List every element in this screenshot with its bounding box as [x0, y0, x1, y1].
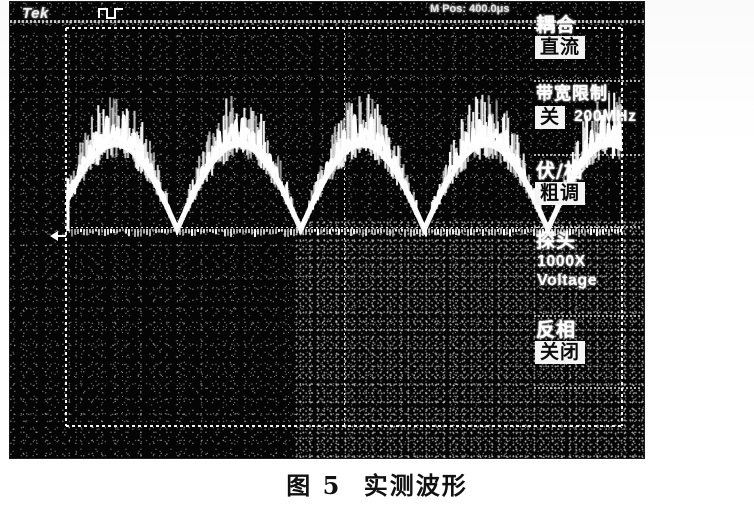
menu-divider	[534, 154, 642, 156]
scope-status-bar: Tek M Pos: 400.0μs	[10, 2, 644, 24]
menu-value-volts-per-div[interactable]: 粗调	[535, 181, 586, 205]
menu-value-invert[interactable]: 关闭	[535, 340, 586, 364]
horizontal-position-readout: M Pos: 400.0μs	[430, 3, 510, 15]
scope-side-menu: 耦合 直流 带宽限制 关 200MHz 伏/格 粗调	[532, 2, 644, 458]
trace-noise-spikes	[64, 92, 622, 219]
menu-value-row-volts-per-div[interactable]: 粗调	[532, 181, 644, 205]
caption-label: 图	[286, 471, 313, 500]
menu-label-bandwidth-limit: 带宽限制	[536, 84, 608, 104]
channel-1-ground-marker[interactable]	[50, 230, 66, 245]
caption-text: 实测波形	[363, 471, 468, 500]
trigger-ready-icon	[98, 6, 124, 20]
menu-label-volts-per-div: 伏/格	[536, 160, 584, 182]
menu-value-row-coupling[interactable]: 直流	[532, 35, 644, 59]
menu-item-bandwidth-limit[interactable]: 带宽限制 关 200MHz	[532, 84, 644, 129]
menu-value-bandwidth-limit[interactable]: 关	[535, 105, 566, 129]
menu-item-invert[interactable]: 反相 关闭	[532, 319, 644, 364]
menu-label-coupling: 耦合	[536, 14, 577, 36]
waveform-svg	[64, 92, 624, 237]
menu-value-coupling[interactable]: 直流	[535, 35, 586, 59]
tek-logo: Tek	[22, 5, 49, 22]
graticule-frame-bottom	[66, 425, 622, 427]
status-bar-divider	[10, 20, 644, 23]
figure-caption: 图 5 实测波形	[0, 466, 754, 501]
menu-item-probe[interactable]: 探头 1000X Voltage	[532, 230, 644, 290]
menu-sub-probe-attenuation: 1000X	[537, 252, 586, 270]
menu-label-probe: 探头	[536, 230, 577, 252]
menu-divider	[534, 226, 642, 228]
caption-number: 5	[322, 471, 342, 500]
menu-sub-bandwidth-limit: 200MHz	[574, 108, 637, 126]
graticule-center-haxis	[66, 227, 622, 228]
menu-divider	[534, 315, 642, 317]
trace-baseline	[65, 229, 622, 237]
menu-sub-probe-type: Voltage	[537, 271, 598, 289]
menu-divider	[534, 80, 642, 82]
menu-item-volts-per-div[interactable]: 伏/格 粗调	[532, 160, 644, 205]
menu-divider	[534, 387, 642, 389]
waveform-trace	[64, 28, 624, 426]
oscilloscope-screen: Tek M Pos: 400.0μs	[10, 2, 644, 458]
menu-value-row-bandwidth-limit[interactable]: 关 200MHz	[532, 105, 644, 129]
menu-item-coupling[interactable]: 耦合 直流	[532, 14, 644, 59]
menu-label-invert: 反相	[536, 319, 577, 341]
menu-value-row-invert[interactable]: 关闭	[532, 340, 644, 364]
